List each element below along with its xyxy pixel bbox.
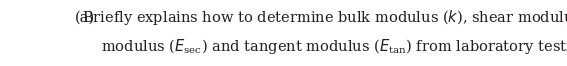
Text: modulus ($E_{\mathregular{sec}}$) and tangent modulus ($E_{\mathregular{tan}}$) : modulus ($E_{\mathregular{sec}}$) and ta… [101, 37, 567, 56]
Text: Briefly explains how to determine bulk modulus ($k$), shear modulus ($G$), secan: Briefly explains how to determine bulk m… [82, 8, 567, 27]
Text: (a): (a) [74, 11, 95, 25]
